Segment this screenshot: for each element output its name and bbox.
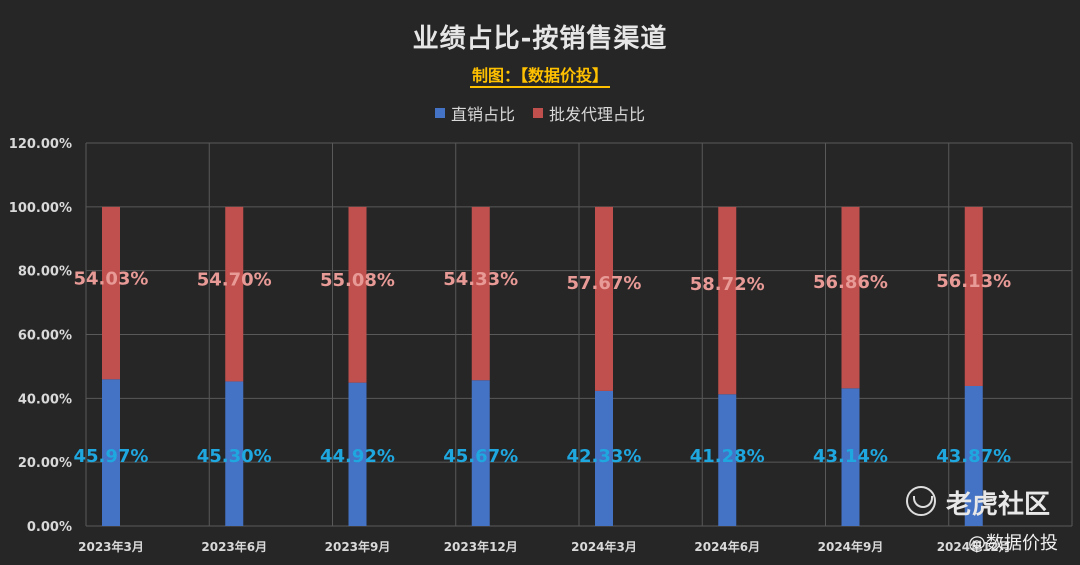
bar-wholesale [102,206,120,380]
data-label-wholesale: 56.13% [936,271,1011,292]
legend-item-direct: 直销占比 [434,101,515,125]
legend-swatch-direct [434,108,445,118]
y-tick-label: 0.00% [27,520,72,535]
bar-wholesale [348,206,367,383]
data-label-direct: 45.30% [197,446,272,467]
data-label-direct: 45.97% [74,446,149,467]
data-label-direct: 41.28% [690,446,765,467]
bar-direct [718,394,737,526]
data-label-direct: 42.33% [567,446,642,467]
chart-legend: 直销占比 批发代理占比 [0,101,1080,125]
bar-direct [841,388,860,526]
bar-direct [225,381,244,526]
data-label-wholesale: 58.72% [690,274,765,295]
bar-wholesale [841,206,860,389]
legend-label-direct: 直销占比 [450,105,515,124]
x-tick-label: 2024年3月 [571,539,637,554]
x-tick-label: 2023年12月 [444,539,518,554]
y-tick-label: 60.00% [18,329,72,344]
legend-label-wholesale: 批发代理占比 [549,105,646,124]
chart-title: 业绩占比-按销售渠道 [412,24,668,54]
x-tick-label: 2023年9月 [325,539,391,554]
legend-item-wholesale: 批发代理占比 [533,101,645,125]
y-tick-label: 120.00% [9,137,72,152]
bar-wholesale [718,206,737,395]
legend-swatch-wholesale [533,108,543,118]
data-label-wholesale: 55.08% [320,270,395,291]
data-label-wholesale: 54.70% [197,269,272,290]
y-tick-label: 40.00% [18,392,72,407]
y-tick-label: 20.00% [18,456,72,471]
watermark-brand: 老虎社区 [946,490,1051,520]
y-tick-label: 100.00% [9,201,72,216]
bar-direct [471,380,490,526]
data-label-wholesale: 57.67% [567,273,642,294]
data-label-direct: 43.14% [813,446,888,467]
x-tick-label: 2023年3月 [78,539,144,554]
bar-wholesale [471,206,490,381]
bar-wholesale [964,206,983,386]
bar-direct [348,382,367,526]
data-label-wholesale: 54.03% [74,269,149,290]
bar-direct [102,379,120,526]
data-label-wholesale: 56.86% [813,272,888,293]
y-tick-label: 80.00% [18,265,72,280]
data-label-direct: 44.92% [320,446,395,467]
bar-direct [964,385,983,526]
x-tick-label: 2024年12月 [937,539,1011,554]
x-tick-label: 2023年6月 [201,539,267,554]
x-tick-label: 2024年6月 [694,539,760,554]
bar-wholesale [225,206,244,382]
x-tick-label: 2024年9月 [818,539,884,554]
tiger-community-logo-icon [906,486,936,516]
watermark-handle: @数据价投 [968,533,1058,554]
data-label-direct: 45.67% [443,446,518,467]
chart-subtitle: 制图：【数据价投】 [0,62,1080,88]
data-label-wholesale: 54.33% [443,269,518,290]
bar-wholesale [595,206,613,391]
bar-direct [595,390,613,526]
data-label-direct: 43.87% [936,446,1011,467]
chart-subtitle-text: 制图：【数据价投】 [469,66,610,88]
